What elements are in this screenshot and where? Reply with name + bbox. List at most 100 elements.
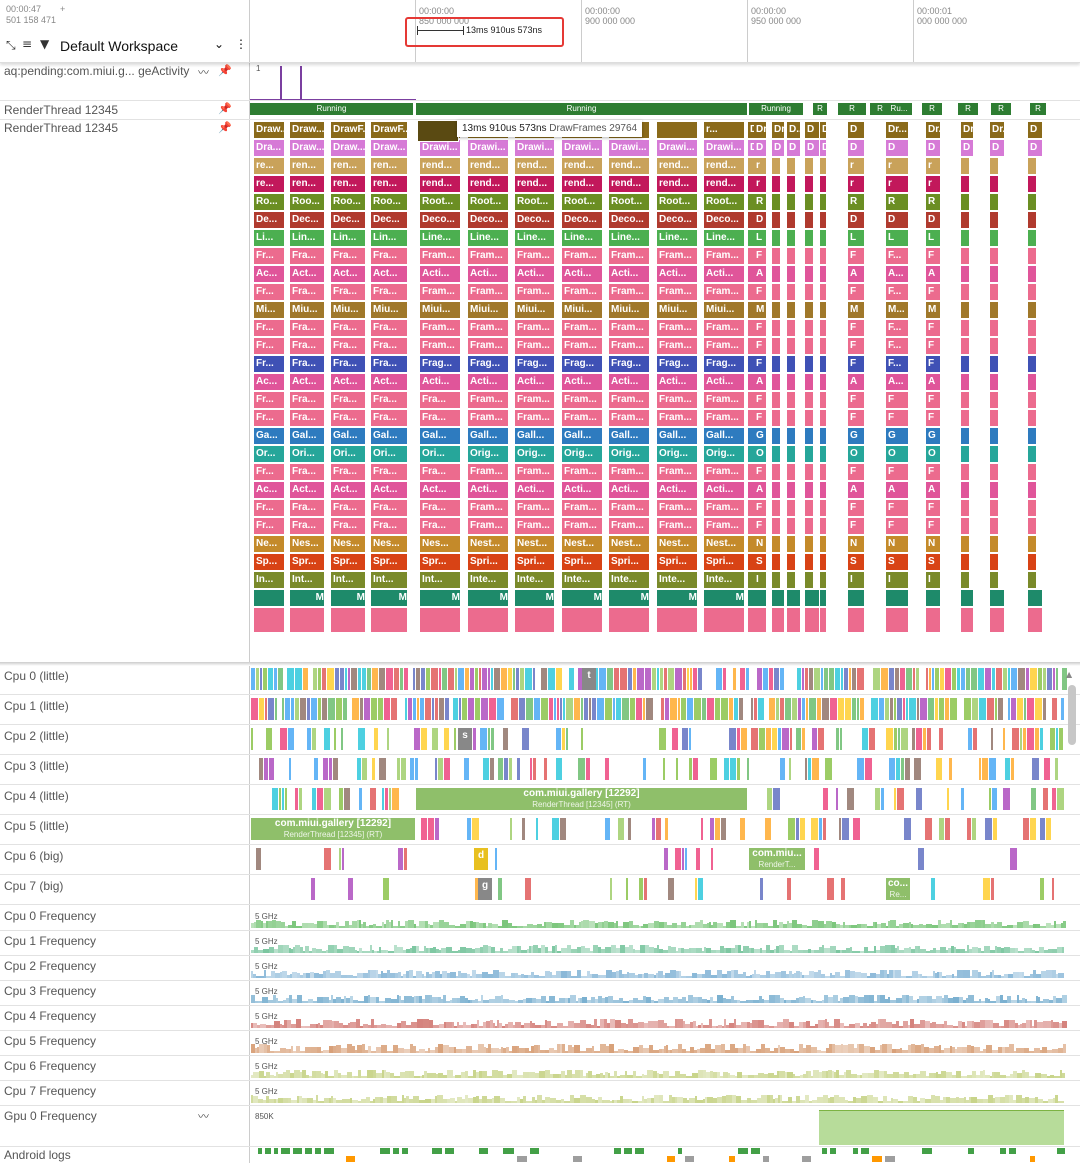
cpu-slice[interactable] <box>431 668 438 690</box>
trace-slice[interactable]: F <box>754 410 766 426</box>
trace-slice[interactable]: Root... <box>420 194 460 210</box>
trace-slice[interactable]: Fram... <box>468 248 508 264</box>
trace-slice[interactable]: Fra... <box>290 518 324 534</box>
trace-slice[interactable] <box>805 392 813 408</box>
trace-slice[interactable] <box>926 608 940 632</box>
trace-slice[interactable]: rend... <box>468 176 508 192</box>
cpu-slice[interactable] <box>987 698 994 720</box>
cpu-slice[interactable] <box>1035 698 1042 720</box>
cpu-slice[interactable] <box>581 728 583 750</box>
cpu-slice[interactable] <box>488 728 490 750</box>
pin-icon[interactable]: 📌 <box>218 64 232 77</box>
trace-slice[interactable] <box>787 284 795 300</box>
selected-slice[interactable] <box>417 120 459 142</box>
cpu-slice[interactable] <box>536 818 538 840</box>
cpu-slice[interactable] <box>607 668 613 690</box>
cpu-slice[interactable] <box>639 878 643 900</box>
cpu-slice[interactable] <box>408 698 412 720</box>
cpu-slice[interactable] <box>428 818 434 840</box>
log-entry[interactable] <box>265 1148 271 1154</box>
trace-slice[interactable] <box>961 212 969 228</box>
trace-slice[interactable] <box>805 320 813 336</box>
trace-slice[interactable] <box>787 338 795 354</box>
trace-slice[interactable]: Fra... <box>371 248 407 264</box>
cpu-slice[interactable] <box>992 668 995 690</box>
trace-slice[interactable]: R <box>886 194 908 210</box>
trace-slice[interactable]: Fra... <box>331 500 365 516</box>
trace-slice[interactable] <box>290 608 324 632</box>
trace-slice[interactable]: ren... <box>371 176 407 192</box>
cpu-slice[interactable] <box>581 698 583 720</box>
trace-slice[interactable]: D <box>820 122 826 138</box>
cpu-slice[interactable] <box>932 668 934 690</box>
log-entry[interactable] <box>822 1148 827 1154</box>
trace-slice[interactable] <box>805 536 813 552</box>
trace-slice[interactable] <box>748 554 754 570</box>
cpu-slice[interactable] <box>410 758 414 780</box>
trace-slice[interactable]: Root... <box>704 194 744 210</box>
trace-slice[interactable]: r <box>886 158 908 174</box>
trace-slice[interactable]: F <box>926 392 940 408</box>
cpu-slice[interactable] <box>939 698 944 720</box>
cpu-slice[interactable] <box>358 728 365 750</box>
trace-slice[interactable]: Dr... <box>926 122 940 138</box>
cpu-slice[interactable] <box>379 758 386 780</box>
cpu-slice[interactable] <box>847 788 854 810</box>
cpu-slice[interactable] <box>616 698 621 720</box>
cpu-slice[interactable] <box>865 758 872 780</box>
trace-slice[interactable]: Root... <box>515 194 554 210</box>
cpu-process-slice[interactable]: co... Re... <box>886 878 910 900</box>
trace-slice[interactable]: Inte... <box>468 572 508 588</box>
cpu-slice[interactable] <box>494 668 500 690</box>
trace-slice[interactable] <box>820 392 826 408</box>
trace-slice[interactable]: Gall... <box>468 428 508 444</box>
log-entry[interactable] <box>380 1148 390 1154</box>
cpu-slice[interactable] <box>251 728 253 750</box>
cpu-slice[interactable] <box>1023 728 1026 750</box>
trace-slice[interactable]: Fram... <box>562 284 602 300</box>
trace-slice[interactable]: Fra... <box>331 518 365 534</box>
trace-slice[interactable] <box>748 320 754 336</box>
trace-slice[interactable] <box>820 320 826 336</box>
trace-slice[interactable]: Acti... <box>468 266 508 282</box>
cpu-slice[interactable] <box>351 668 357 690</box>
cpu-slice[interactable] <box>857 698 859 720</box>
cpu-slice[interactable] <box>357 758 361 780</box>
cpu-slice[interactable] <box>1043 788 1048 810</box>
trace-slice[interactable]: Fr... <box>254 410 284 426</box>
cpu-slice-marker[interactable]: d <box>474 848 488 870</box>
thread-state-running[interactable]: R <box>838 103 866 115</box>
cpu-slice[interactable] <box>991 878 994 900</box>
cpu-slice[interactable] <box>721 698 728 720</box>
cpu-slice[interactable] <box>906 698 908 720</box>
trace-slice[interactable]: Ori... <box>331 446 365 462</box>
trace-slice[interactable]: Spr... <box>290 554 324 570</box>
trace-slice[interactable]: Drawi... <box>562 140 602 156</box>
cpu-slice[interactable] <box>416 668 420 690</box>
cpu-slice[interactable] <box>442 668 447 690</box>
trace-slice[interactable]: Acti... <box>420 266 460 282</box>
trace-slice[interactable]: Nes... <box>420 536 460 552</box>
trace-slice[interactable]: Fr... <box>254 500 284 516</box>
cpu-slice[interactable] <box>620 668 627 690</box>
trace-slice[interactable]: Gal... <box>331 428 365 444</box>
pin-icon[interactable]: 📌 <box>218 102 232 115</box>
chart-line-icon[interactable]: 〰 <box>198 66 209 79</box>
cpu-slice[interactable] <box>275 698 277 720</box>
cpu-slice[interactable] <box>495 848 497 870</box>
trace-slice[interactable] <box>961 194 969 210</box>
cpu-slice[interactable] <box>322 668 326 690</box>
log-entry[interactable] <box>503 1148 514 1154</box>
trace-slice[interactable]: Deco... <box>515 212 554 228</box>
trace-slice[interactable]: D <box>748 122 754 138</box>
cpu-slice[interactable] <box>690 668 692 690</box>
trace-slice[interactable] <box>772 266 780 282</box>
cpu-slice[interactable] <box>952 668 956 690</box>
cpu-slice[interactable] <box>1055 758 1058 780</box>
log-entry[interactable] <box>517 1156 527 1162</box>
trace-slice[interactable]: N <box>886 536 908 552</box>
trace-slice[interactable] <box>748 446 754 462</box>
trace-slice[interactable]: Fram... <box>562 500 602 516</box>
trace-slice[interactable]: F <box>848 356 864 372</box>
trace-slice[interactable] <box>990 302 998 318</box>
